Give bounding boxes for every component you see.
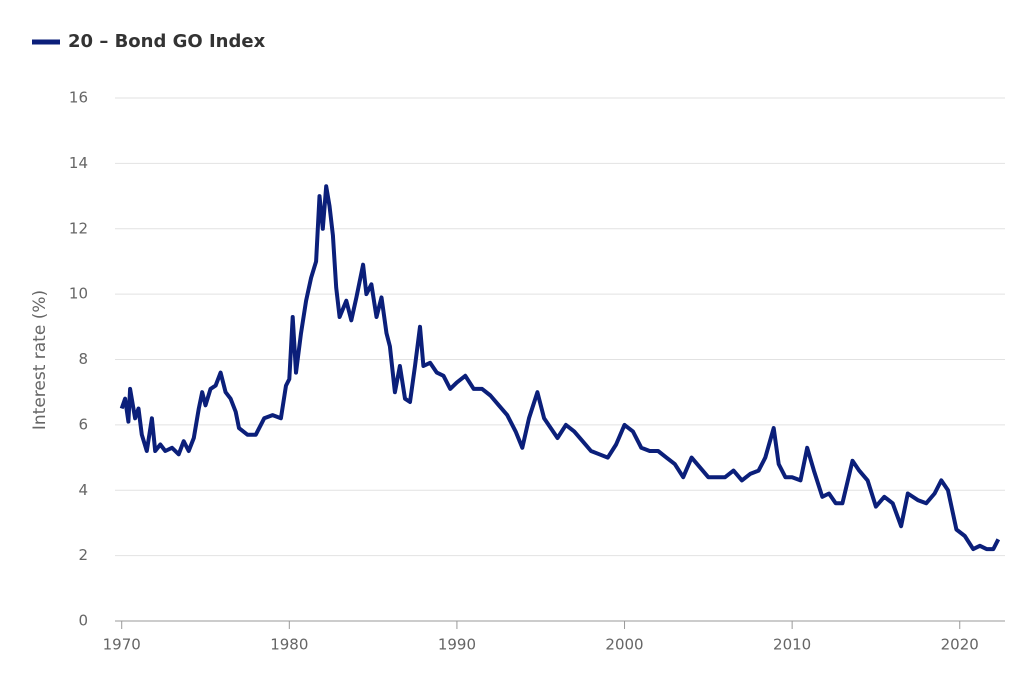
x-tick-label: 1990 — [438, 636, 476, 654]
x-tick-label: 1980 — [270, 636, 308, 654]
y-tick-label: 14 — [69, 154, 88, 172]
y-tick-label: 6 — [78, 415, 88, 433]
y-axis-label: Interest rate (%) — [30, 290, 50, 430]
y-tick-label: 4 — [78, 481, 88, 499]
y-tick-label: 12 — [69, 219, 88, 237]
y-tick-label: 0 — [78, 612, 88, 630]
x-tick-label: 2000 — [605, 636, 643, 654]
x-tick-label: 1970 — [103, 636, 141, 654]
y-tick-label: 16 — [69, 89, 88, 107]
x-tick-label: 2020 — [941, 636, 979, 654]
x-tick-label: 2010 — [773, 636, 811, 654]
y-tick-label: 2 — [78, 546, 88, 564]
y-tick-label: 8 — [78, 350, 88, 368]
y-tick-label: 10 — [69, 285, 88, 303]
data-line — [119, 184, 1001, 552]
legend-label[interactable]: 20 – Bond GO Index — [68, 31, 266, 52]
